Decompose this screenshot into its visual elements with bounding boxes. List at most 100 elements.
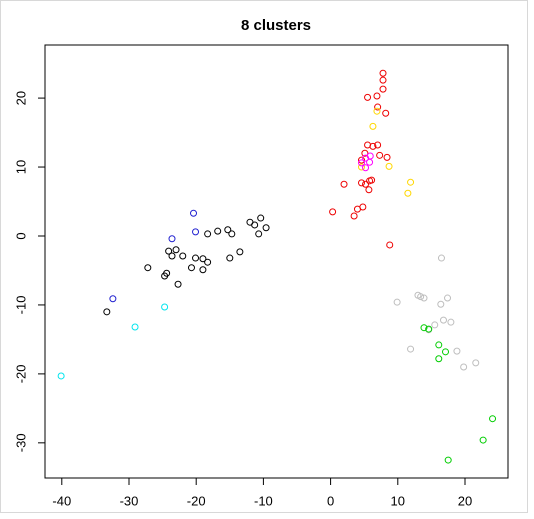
x-tick-label: 0 xyxy=(327,493,334,508)
x-tick-label: -30 xyxy=(120,493,139,508)
point xyxy=(442,348,450,356)
point xyxy=(163,269,171,277)
point xyxy=(57,372,65,380)
point xyxy=(365,186,373,194)
point xyxy=(257,214,265,222)
y-tick-label: -30 xyxy=(13,433,28,452)
point xyxy=(404,189,412,197)
point xyxy=(444,294,452,302)
point xyxy=(385,162,393,170)
point xyxy=(374,103,382,111)
point xyxy=(362,164,370,172)
point xyxy=(425,325,433,333)
y-tick-label: 20 xyxy=(13,91,28,105)
screenshot-frame xyxy=(0,0,528,513)
point xyxy=(364,93,372,101)
point xyxy=(420,294,428,302)
point xyxy=(417,293,425,301)
point xyxy=(431,321,439,329)
point xyxy=(168,252,176,260)
point xyxy=(161,303,169,311)
point xyxy=(460,363,468,371)
point xyxy=(350,212,358,220)
point xyxy=(386,241,394,249)
point xyxy=(366,152,374,160)
chart-title: 8 clusters xyxy=(241,17,311,34)
point xyxy=(329,208,337,216)
point xyxy=(376,151,384,159)
point xyxy=(109,295,117,303)
y-tick-label: -10 xyxy=(13,296,28,315)
point xyxy=(383,153,391,161)
point xyxy=(361,149,369,157)
point xyxy=(174,280,182,288)
point xyxy=(435,355,443,363)
point xyxy=(379,85,387,93)
point xyxy=(187,264,195,272)
point xyxy=(362,180,370,188)
point xyxy=(255,230,263,238)
point xyxy=(435,341,443,349)
point xyxy=(165,247,173,255)
point xyxy=(479,436,487,444)
point xyxy=(358,179,366,187)
point xyxy=(489,415,497,423)
x-tick-label: -40 xyxy=(52,493,71,508)
x-tick-label: -10 xyxy=(254,493,273,508)
point xyxy=(368,176,376,184)
point xyxy=(228,230,236,238)
point xyxy=(262,224,270,232)
point xyxy=(407,345,415,353)
point xyxy=(374,141,382,149)
point xyxy=(204,258,212,266)
point xyxy=(224,226,232,234)
point xyxy=(190,209,198,217)
point xyxy=(382,109,390,117)
point xyxy=(168,235,176,243)
point xyxy=(453,347,461,355)
point xyxy=(359,203,367,211)
point xyxy=(199,255,207,263)
point xyxy=(192,228,200,236)
point xyxy=(393,298,401,306)
point xyxy=(192,254,200,262)
point xyxy=(379,69,387,77)
point xyxy=(369,142,377,150)
point xyxy=(437,254,445,262)
x-tick-label: 10 xyxy=(391,493,405,508)
point xyxy=(179,252,187,260)
point xyxy=(358,156,366,164)
point xyxy=(447,318,455,326)
point xyxy=(340,180,348,188)
y-tick-label: 0 xyxy=(13,232,28,239)
y-tick-label: 10 xyxy=(13,160,28,174)
point xyxy=(369,122,377,130)
point xyxy=(251,221,259,229)
point xyxy=(379,76,387,84)
x-tick-label: -20 xyxy=(187,493,206,508)
plot-box xyxy=(44,44,509,479)
point xyxy=(144,264,152,272)
point xyxy=(172,246,180,254)
point xyxy=(199,266,207,274)
point xyxy=(373,107,381,115)
point xyxy=(472,359,480,367)
point xyxy=(358,159,366,167)
point xyxy=(204,230,212,238)
point xyxy=(439,316,447,324)
point xyxy=(103,308,111,316)
point xyxy=(236,248,244,256)
point xyxy=(358,163,366,171)
x-tick-label: 20 xyxy=(458,493,472,508)
point xyxy=(437,300,445,308)
point xyxy=(214,227,222,235)
point xyxy=(444,456,452,464)
point xyxy=(373,92,381,100)
point xyxy=(420,324,428,332)
point xyxy=(131,323,139,331)
y-tick-label: -20 xyxy=(13,364,28,383)
point xyxy=(226,254,234,262)
point xyxy=(407,178,415,186)
